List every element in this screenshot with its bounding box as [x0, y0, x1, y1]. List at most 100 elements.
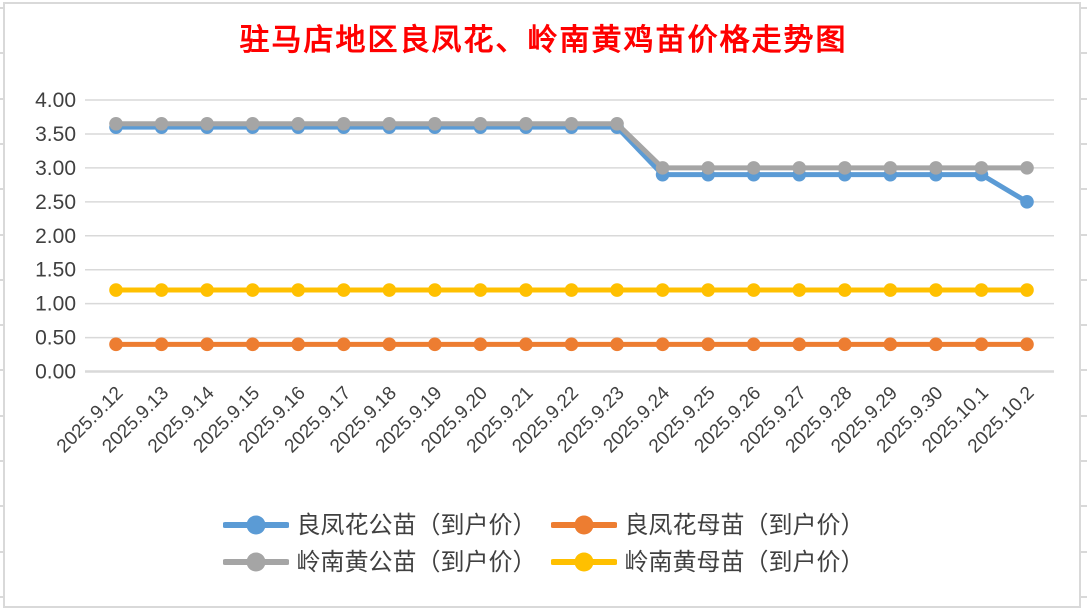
legend-item-1[interactable]: 良凤花母苗（到户价） [550, 508, 865, 542]
data-point[interactable] [519, 116, 533, 131]
spreadsheet-gridline-stub [0, 595, 3, 598]
data-point[interactable] [154, 283, 169, 297]
legend-item-2[interactable]: 岭南黄公苗（到户价） [222, 545, 537, 579]
data-point[interactable] [1020, 337, 1034, 352]
legend-label: 岭南黄母苗（到户价） [624, 548, 865, 576]
legend-item-0[interactable]: 良凤花公苗（到户价） [222, 508, 537, 542]
data-point[interactable] [838, 283, 852, 297]
data-point[interactable] [1020, 161, 1034, 175]
data-point[interactable] [473, 116, 488, 131]
data-point[interactable] [154, 337, 169, 352]
spreadsheet-gridline-stub [0, 460, 3, 462]
data-point[interactable] [109, 116, 123, 131]
data-point[interactable] [336, 116, 351, 131]
data-point[interactable] [336, 337, 351, 352]
data-point[interactable] [519, 283, 533, 297]
series-1[interactable] [109, 337, 1034, 352]
data-point[interactable] [974, 283, 989, 297]
y-axis-label: 4.00 [35, 89, 76, 112]
legend-label: 良凤花母苗（到户价） [624, 511, 865, 539]
data-point[interactable] [655, 283, 670, 297]
data-point[interactable] [291, 337, 306, 352]
data-point[interactable] [245, 116, 260, 131]
data-point[interactable] [382, 116, 397, 131]
legend-row: 良凤花公苗（到户价） 良凤花母苗（到户价） [222, 508, 865, 542]
data-point[interactable] [792, 161, 807, 175]
y-axis-label: 0.50 [35, 327, 76, 350]
data-point[interactable] [792, 337, 807, 352]
data-point[interactable] [473, 283, 488, 297]
spreadsheet-gridline-stub [1081, 414, 1087, 417]
data-point[interactable] [382, 283, 397, 297]
data-point[interactable] [336, 283, 351, 297]
spreadsheet-gridline-stub [1081, 460, 1087, 462]
data-point[interactable] [428, 337, 442, 352]
spreadsheet-gridline-stub [0, 188, 3, 191]
data-point[interactable] [701, 161, 715, 175]
data-point[interactable] [245, 283, 260, 297]
chart-title: 驻马店地区良凤花、岭南黄鸡苗价格走势图 [239, 23, 848, 58]
y-axis-label: 1.50 [35, 259, 76, 282]
data-point[interactable] [291, 116, 306, 131]
spreadsheet-gridline-stub [0, 97, 3, 100]
spreadsheet-gridline-stub [1081, 97, 1087, 100]
data-point[interactable] [428, 283, 442, 297]
series-3[interactable] [109, 283, 1034, 297]
data-point[interactable] [473, 337, 488, 352]
data-point[interactable] [245, 337, 260, 352]
legend-line-marker-icon [550, 552, 617, 572]
legend-line-marker-icon [550, 515, 617, 535]
data-point[interactable] [883, 337, 898, 352]
data-point[interactable] [655, 161, 670, 175]
data-point[interactable] [610, 283, 624, 297]
legend-item-3[interactable]: 岭南黄母苗（到户价） [550, 545, 865, 579]
data-point[interactable] [428, 116, 442, 131]
data-point[interactable] [746, 337, 761, 352]
data-point[interactable] [564, 283, 579, 297]
spreadsheet-gridline-stub [0, 142, 3, 145]
data-point[interactable] [929, 337, 943, 352]
spreadsheet-gridline-stub [1081, 324, 1087, 327]
data-point[interactable] [929, 161, 943, 175]
data-point[interactable] [382, 337, 397, 352]
data-point[interactable] [109, 337, 123, 352]
legend-line-marker-icon [222, 552, 289, 572]
data-point[interactable] [883, 161, 898, 175]
spreadsheet-gridline-stub [1081, 7, 1087, 9]
y-axis-label: 3.50 [35, 123, 76, 146]
data-point[interactable] [610, 337, 624, 352]
y-axis-label: 2.50 [35, 191, 76, 214]
data-point[interactable] [655, 337, 670, 352]
data-point[interactable] [200, 116, 214, 131]
spreadsheet-gridline-stub [1081, 52, 1087, 55]
data-point[interactable] [564, 337, 579, 352]
data-point[interactable] [291, 283, 306, 297]
data-point[interactable] [1020, 283, 1034, 297]
spreadsheet-gridline-stub [1081, 142, 1087, 145]
data-point[interactable] [701, 283, 715, 297]
data-point[interactable] [154, 116, 169, 131]
price-trend-chart-plot[interactable]: 0.000.501.001.502.002.503.003.504.002025… [0, 0, 1087, 505]
data-point[interactable] [746, 161, 761, 175]
data-point[interactable] [974, 161, 989, 175]
data-point[interactable] [929, 283, 943, 297]
data-point[interactable] [109, 283, 123, 297]
series-2[interactable] [109, 116, 1034, 175]
data-point[interactable] [1020, 195, 1034, 209]
spreadsheet-gridline-stub [0, 414, 3, 417]
data-point[interactable] [838, 337, 852, 352]
data-point[interactable] [974, 337, 989, 352]
spreadsheet-gridline-stub [0, 324, 3, 327]
data-point[interactable] [792, 283, 807, 297]
data-point[interactable] [701, 337, 715, 352]
data-point[interactable] [610, 116, 624, 131]
data-point[interactable] [883, 283, 898, 297]
data-point[interactable] [200, 283, 214, 297]
data-point[interactable] [519, 337, 533, 352]
data-point[interactable] [200, 337, 214, 352]
data-point[interactable] [746, 283, 761, 297]
data-point[interactable] [564, 116, 579, 131]
data-point[interactable] [838, 161, 852, 175]
spreadsheet-gridline-stub [1081, 595, 1087, 598]
